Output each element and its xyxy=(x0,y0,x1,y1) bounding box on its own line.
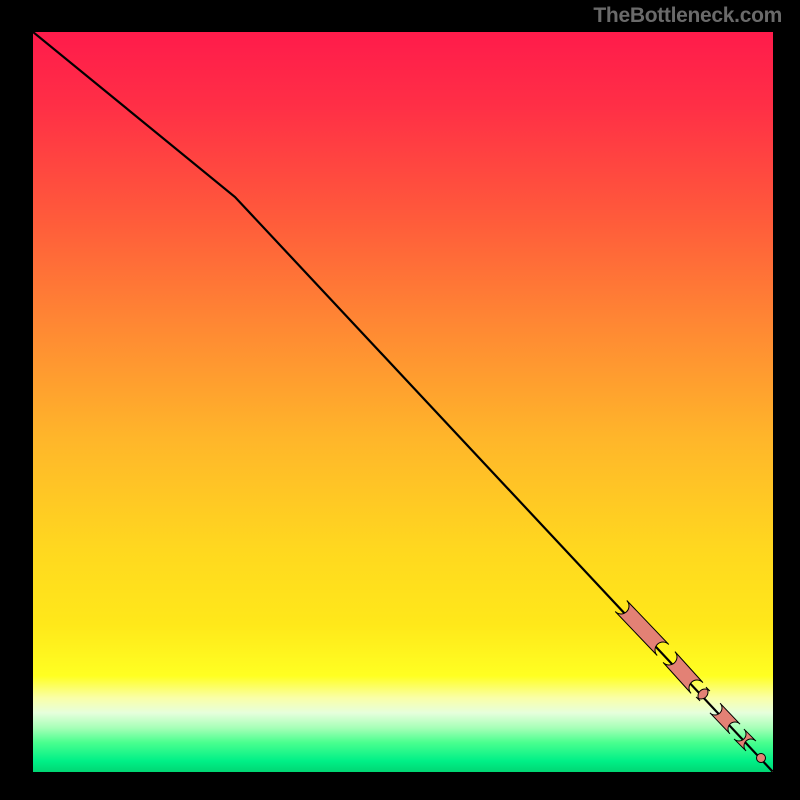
chart-marker-dot xyxy=(757,754,766,763)
chart-svg xyxy=(33,32,773,772)
attribution-text: TheBottleneck.com xyxy=(593,4,782,28)
chart-plot-area xyxy=(33,32,773,772)
chart-background-gradient xyxy=(33,32,773,772)
